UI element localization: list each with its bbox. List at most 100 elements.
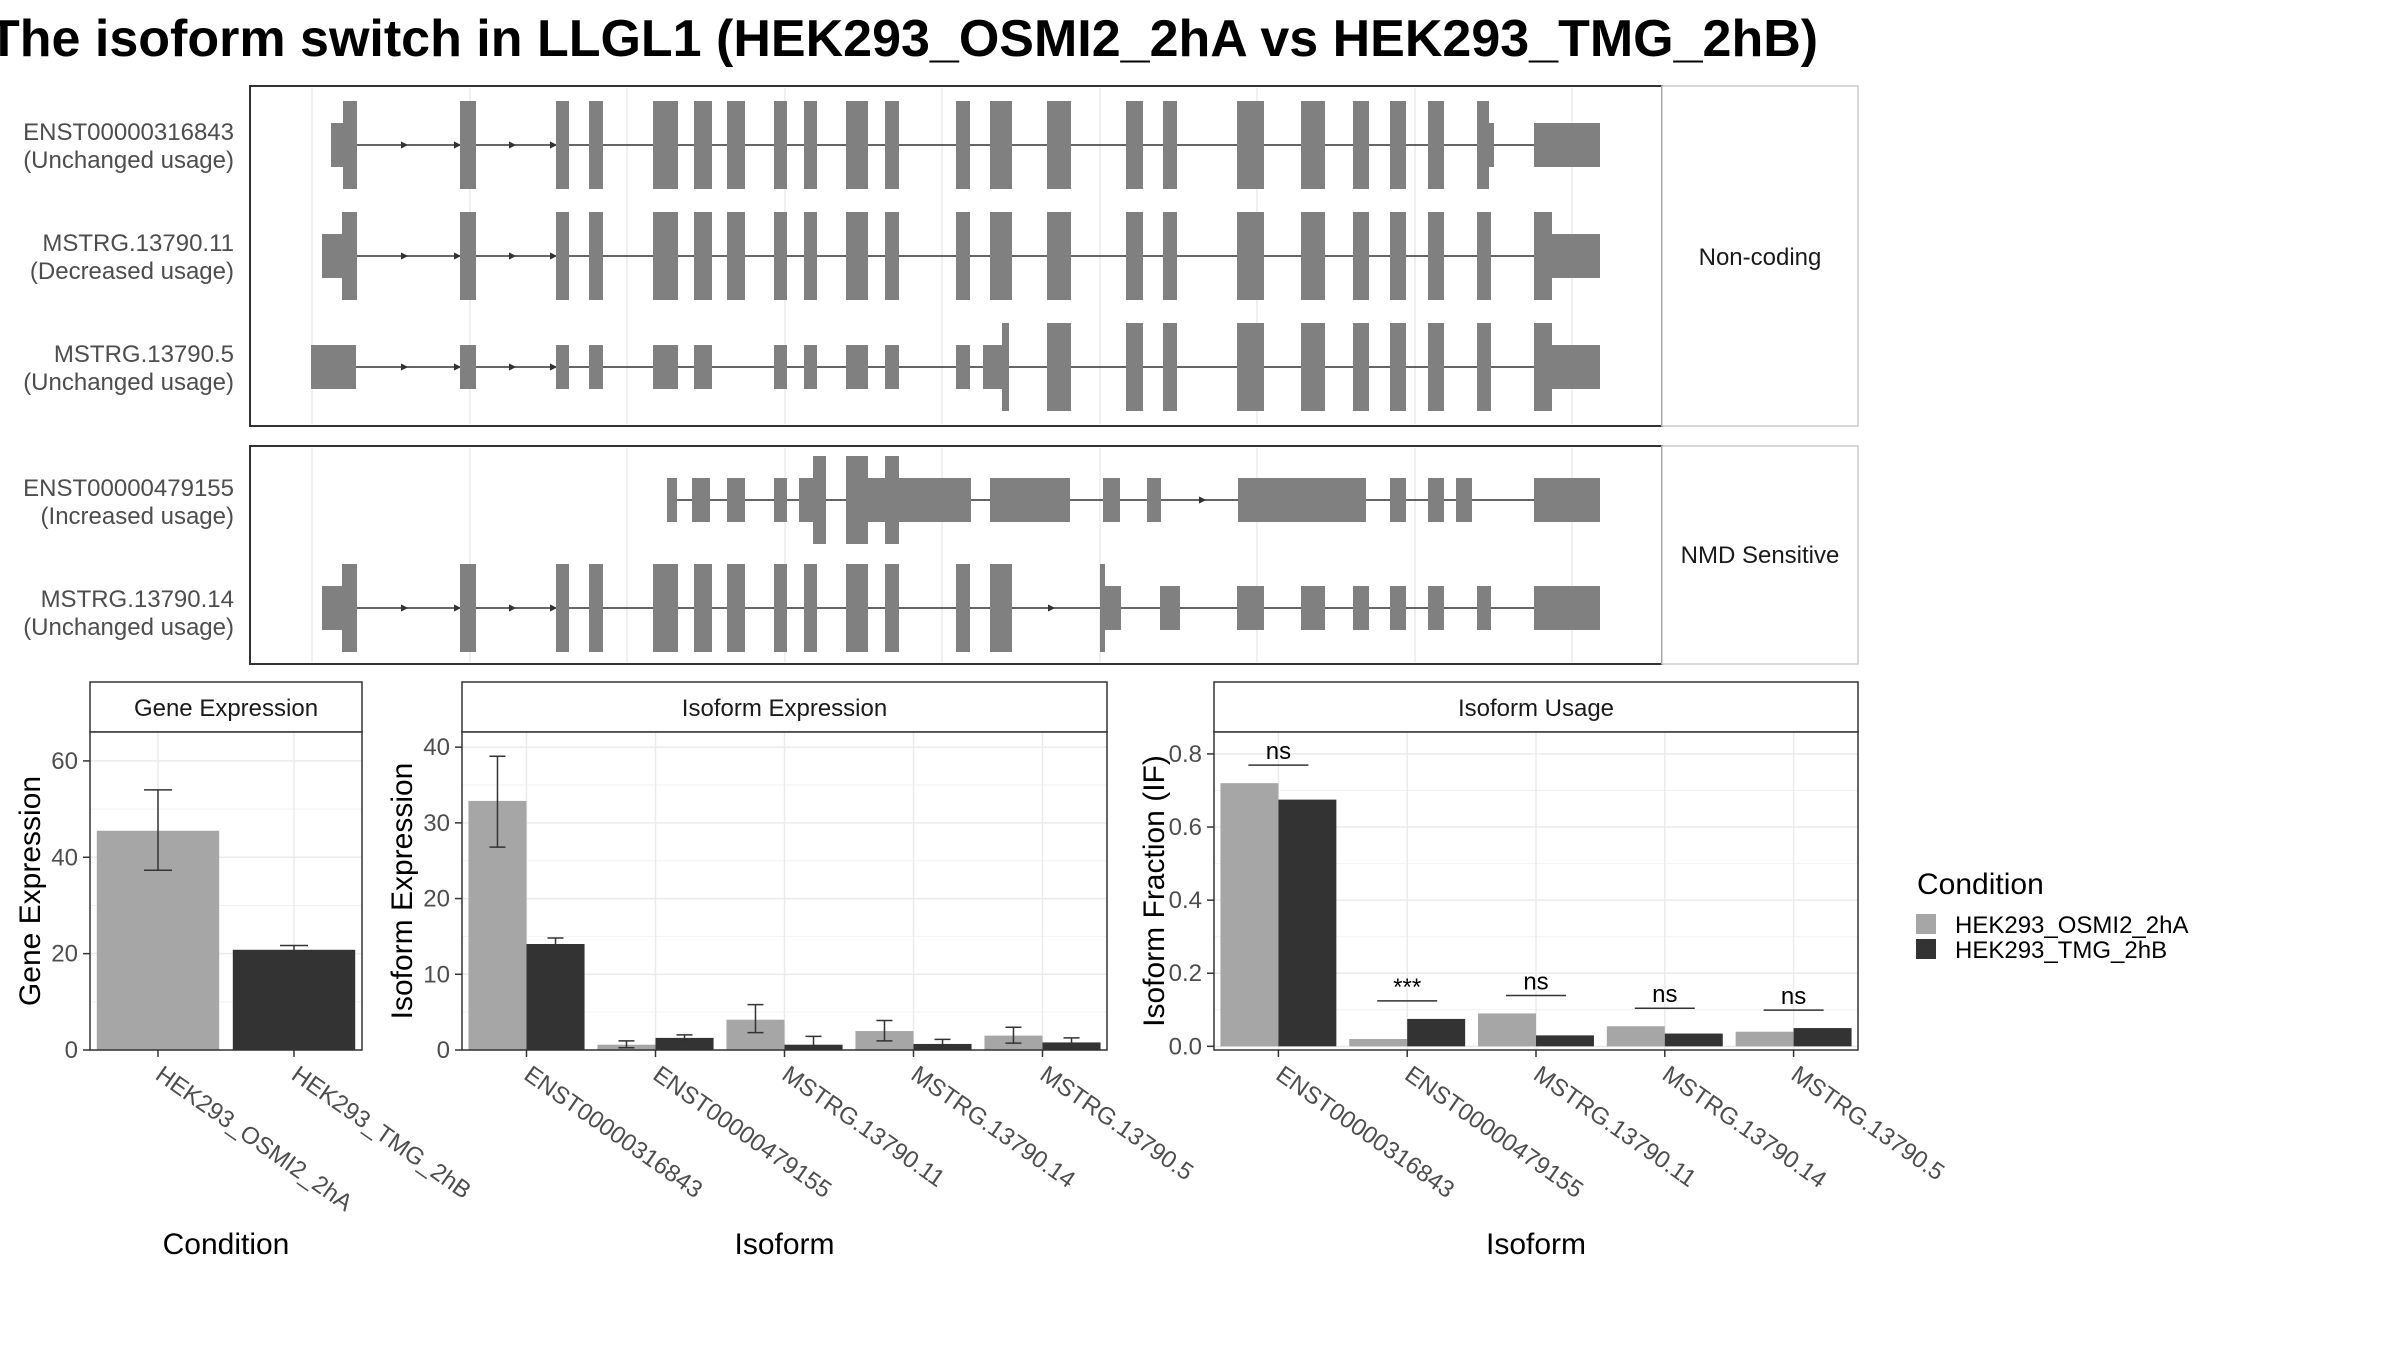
exon: [1237, 586, 1264, 630]
exon: [692, 478, 710, 522]
exon: [694, 101, 712, 189]
panel-title: Isoform Usage: [1458, 695, 1614, 722]
exon: [653, 212, 678, 300]
bar: [526, 944, 585, 1050]
strand-arrow: [400, 363, 409, 371]
panel-strip: [89, 681, 363, 733]
isoform-id-label: ENST00000479155: [23, 475, 234, 502]
significance-label: ns: [1652, 981, 1677, 1008]
exon: [322, 586, 342, 630]
isoform-id-label: MSTRG.13790.14: [41, 586, 234, 613]
exon: [1237, 323, 1264, 411]
isoform-usage-label: (Unchanged usage): [23, 369, 234, 396]
y-tick-label: 0.2: [1169, 960, 1202, 987]
strand-arrow: [508, 252, 517, 260]
exon: [1163, 323, 1177, 411]
exon: [1126, 101, 1143, 189]
y-tick-label: 10: [423, 961, 450, 988]
exon: [846, 456, 868, 544]
exon: [1100, 564, 1105, 652]
transcript-model: [322, 212, 1600, 300]
exon: [1301, 323, 1325, 411]
y-tick-label: 0.4: [1169, 887, 1202, 914]
y-tick-label: 60: [51, 748, 78, 775]
exon: [694, 564, 712, 652]
bar: [1606, 1026, 1665, 1047]
exon: [1047, 212, 1071, 300]
y-tick-label: 0.6: [1169, 814, 1202, 841]
exon: [1428, 478, 1444, 522]
exon: [804, 345, 817, 389]
x-axis-title: Isoform: [734, 1228, 834, 1261]
exon: [1126, 323, 1143, 411]
transcript-model: [331, 101, 1600, 189]
significance-label: ns: [1781, 983, 1806, 1010]
exon: [774, 101, 787, 189]
panel-title: Isoform Expression: [682, 695, 887, 722]
bar: [1793, 1028, 1852, 1047]
exon: [460, 101, 476, 189]
exon: [589, 212, 603, 300]
bar: [232, 949, 356, 1050]
exon: [846, 101, 868, 189]
exon: [1428, 101, 1444, 189]
exon: [1301, 586, 1325, 630]
exon: [1552, 345, 1600, 389]
exon: [983, 345, 1002, 389]
y-tick-label: 0: [437, 1037, 450, 1064]
exon: [1534, 323, 1552, 411]
exon: [846, 212, 868, 300]
legend-title: Condition: [1917, 868, 2044, 901]
legend-label-tmg: HEK293_TMG_2hB: [1955, 937, 2167, 964]
exon: [342, 564, 357, 652]
significance-label: ns: [1266, 738, 1291, 765]
exon: [1353, 212, 1369, 300]
exon: [1163, 212, 1177, 300]
exon: [1105, 586, 1121, 630]
group-label-noncoding: Non-coding: [1699, 244, 1822, 271]
exon: [1147, 478, 1161, 522]
exon: [1477, 586, 1491, 630]
exon: [774, 564, 787, 652]
exon: [727, 564, 745, 652]
exon: [1238, 478, 1366, 522]
exon: [1534, 123, 1600, 167]
exon: [990, 212, 1012, 300]
exon: [1428, 323, 1444, 411]
isoform-id-label: ENST00000316843: [23, 119, 234, 146]
exon: [813, 456, 826, 544]
y-tick-label: 0.0: [1169, 1033, 1202, 1060]
exon: [343, 101, 357, 189]
transcript-model: [311, 323, 1600, 411]
exon: [342, 212, 357, 300]
exon: [1534, 586, 1600, 630]
strand-arrow: [1047, 604, 1056, 612]
exon: [956, 101, 970, 189]
exon: [589, 564, 603, 652]
exon: [727, 478, 745, 522]
exon: [311, 345, 356, 389]
exon: [885, 101, 899, 189]
exon: [1390, 323, 1406, 411]
exon: [1489, 123, 1494, 167]
legend-swatch-tmg: [1916, 939, 1936, 959]
transcript-model: [322, 564, 1600, 652]
exon: [956, 212, 970, 300]
exon: [804, 564, 817, 652]
exon: [460, 212, 476, 300]
exon: [653, 345, 678, 389]
legend: Condition HEK293_OSMI2_2hA HEK293_TMG_2h…: [1916, 868, 2188, 964]
exon: [774, 345, 787, 389]
bar: [1220, 783, 1279, 1047]
exon: [1552, 234, 1600, 278]
exon: [1534, 212, 1552, 300]
exon: [846, 564, 868, 652]
exon: [694, 212, 712, 300]
exon: [774, 478, 787, 522]
exon: [804, 212, 817, 300]
exon: [990, 101, 1012, 189]
isoform-usage-label: (Decreased usage): [30, 258, 234, 285]
transcript-models: [311, 101, 1600, 652]
